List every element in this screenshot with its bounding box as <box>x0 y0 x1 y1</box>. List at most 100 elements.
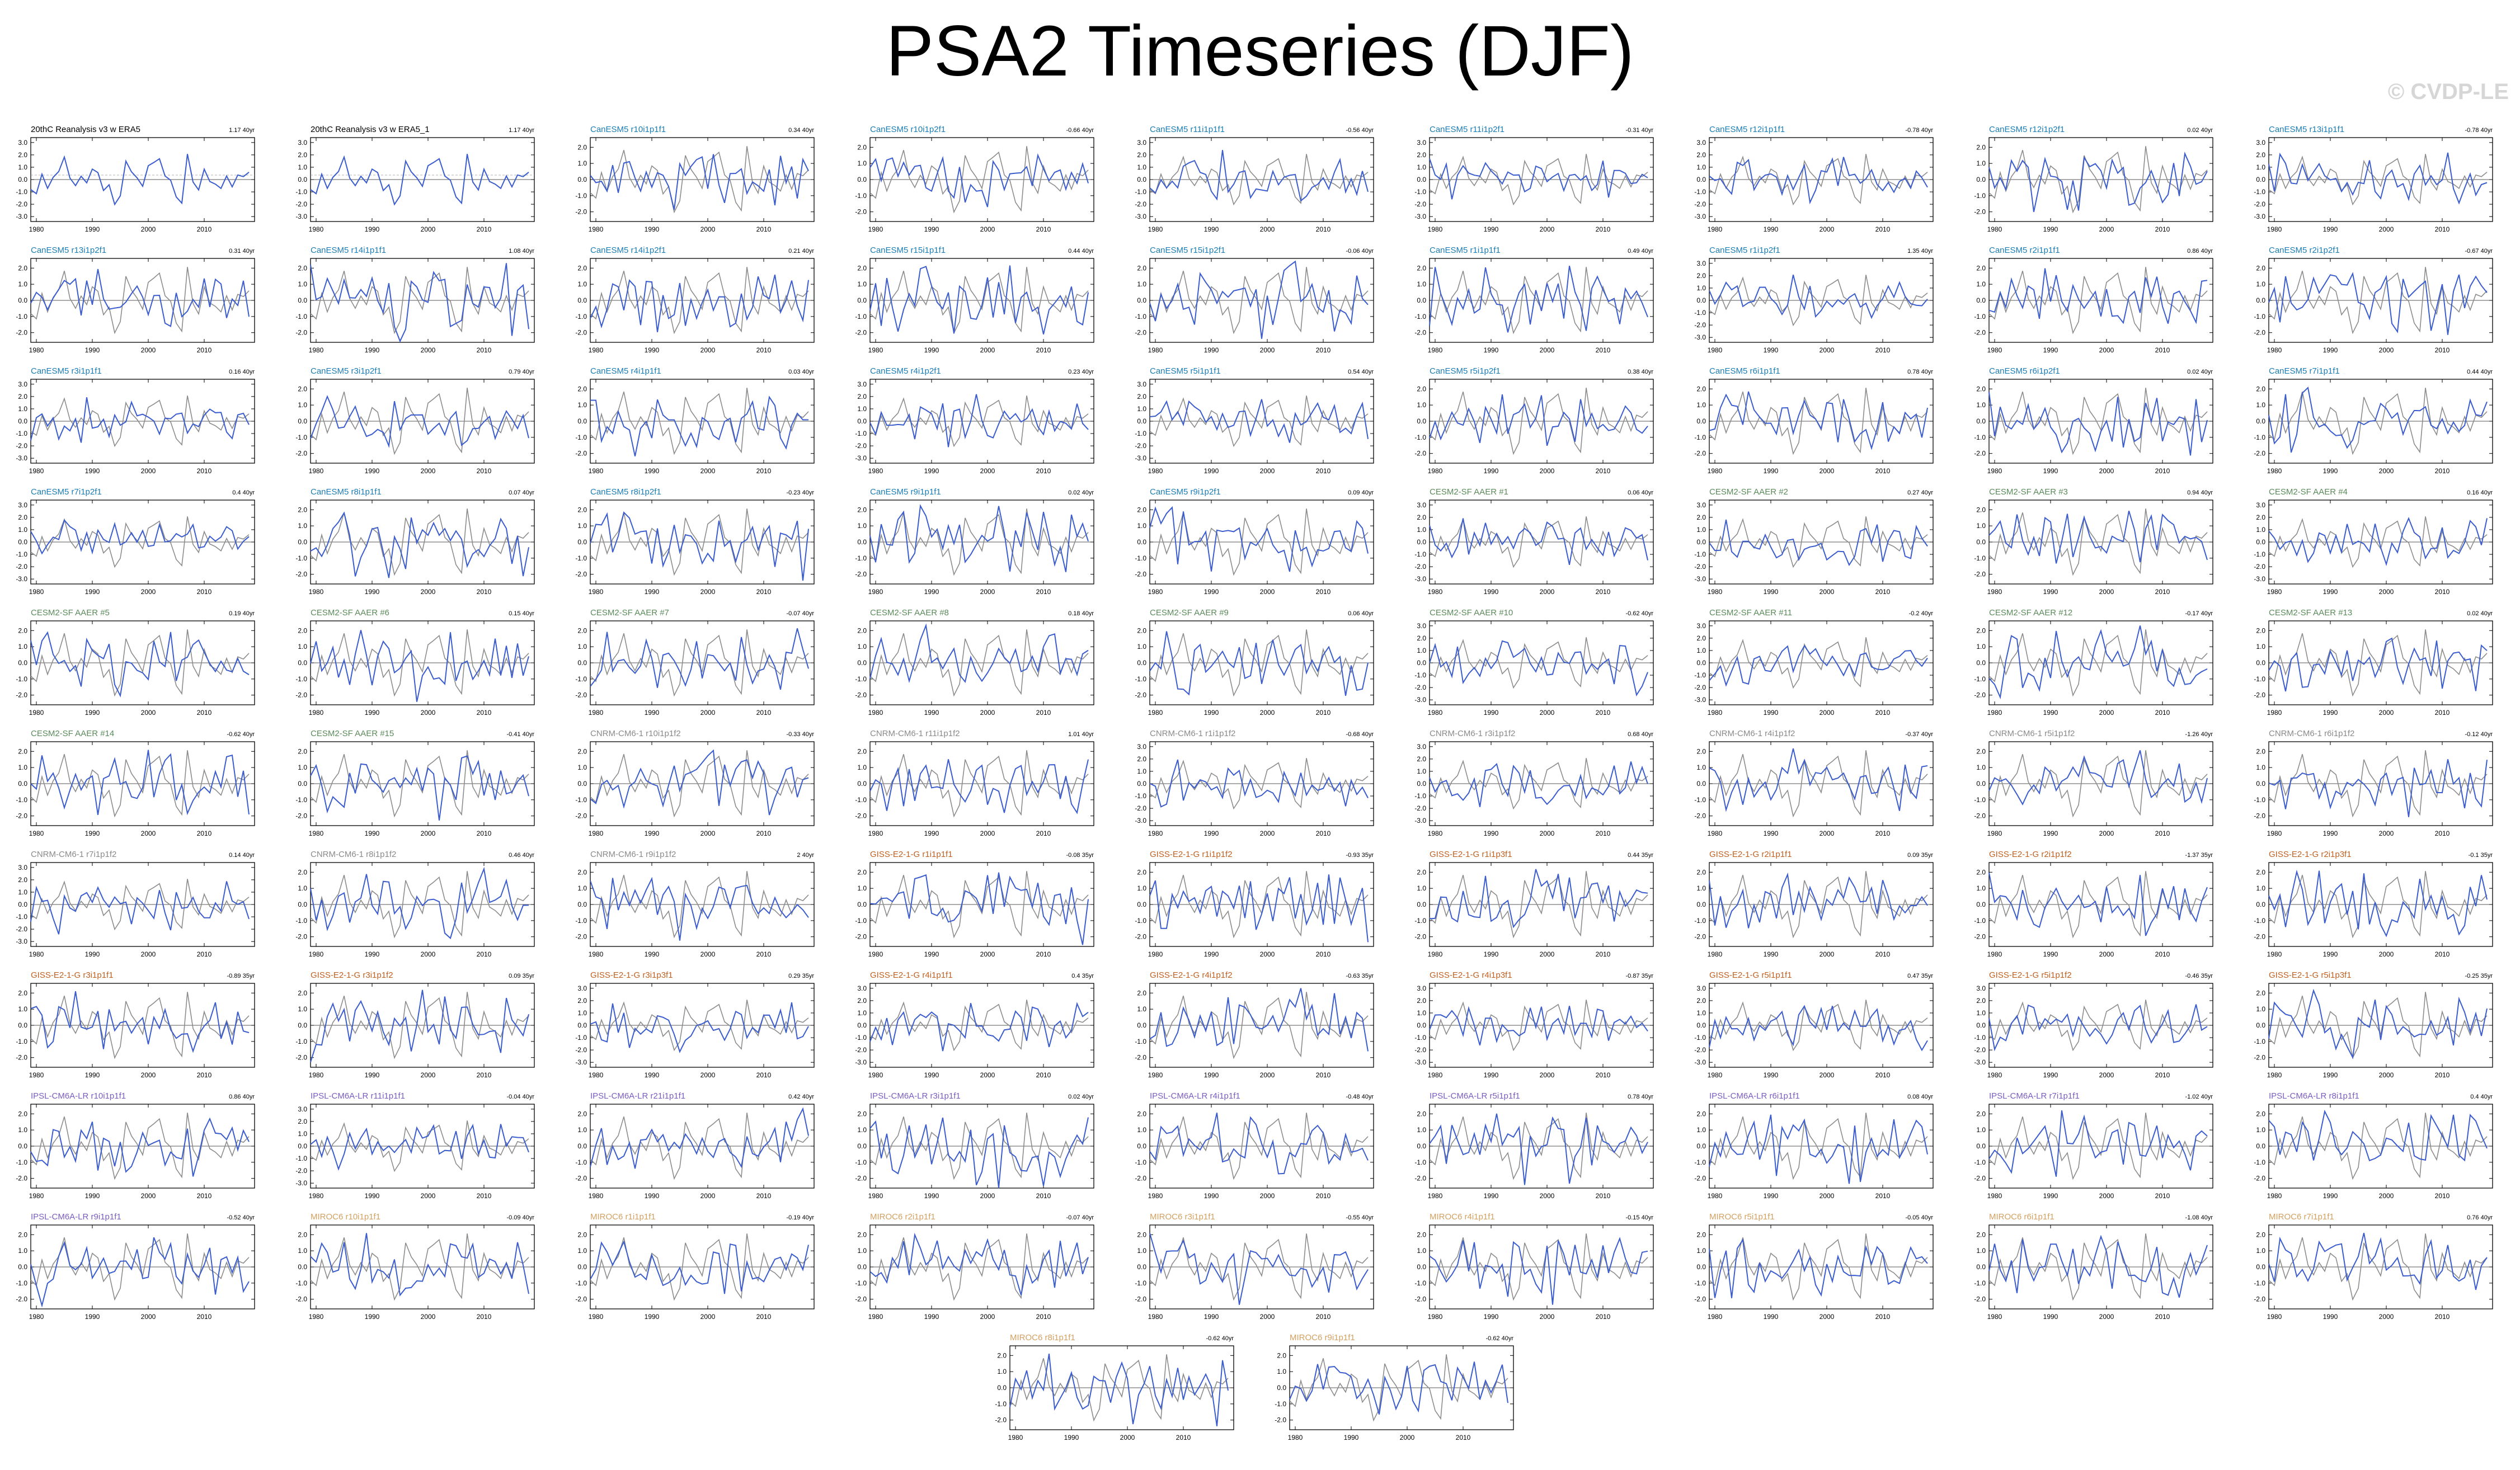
panel-trend: -0.78 40yr <box>2465 127 2493 134</box>
y-tick-label: -3.0 <box>1135 213 1146 220</box>
x-tick-label: 2000 <box>141 709 156 717</box>
panel-label: GISS-E2-1-G r3i1p1f2 <box>311 970 393 980</box>
y-tick-label: -2.0 <box>575 933 587 941</box>
panel-label: CanESM5 r13i1p2f1 <box>31 246 106 255</box>
x-tick-label: 1990 <box>1484 950 1499 958</box>
y-tick-label: -2.0 <box>1135 933 1146 941</box>
y-tick-label: -1.0 <box>1414 313 1426 321</box>
x-tick-label: 2000 <box>1820 709 1835 717</box>
x-tick-label: 1990 <box>1484 1192 1499 1200</box>
series-line <box>30 1237 250 1308</box>
series-line <box>1149 988 1369 1052</box>
panel-label: CNRM-CM6-1 r11i1p1f2 <box>870 729 960 738</box>
x-tick-label: 1990 <box>1764 1071 1779 1079</box>
y-tick-label: 1.0 <box>1696 764 1706 771</box>
x-tick-label: 2010 <box>1316 346 1331 354</box>
observed-series-line <box>590 1000 809 1052</box>
panel: CanESM5 r12i1p2f1 0.02 40yr 2.0 1.0 0.0 -1.0 -… <box>1974 125 2213 233</box>
y-tick-label: -1.0 <box>1974 434 1986 441</box>
x-tick-label: 1990 <box>85 225 100 233</box>
series-line <box>869 1002 1089 1052</box>
x-tick-label: 1980 <box>1987 950 2002 958</box>
series-line <box>869 265 1089 334</box>
y-tick-label: -1.0 <box>1694 188 1706 196</box>
observed-series-line <box>2268 750 2488 818</box>
x-tick-label: 1990 <box>85 588 100 596</box>
x-tick-label: 2000 <box>1540 1313 1555 1321</box>
y-tick-label: 0.0 <box>298 780 307 788</box>
y-tick-label: -2.0 <box>16 1175 27 1182</box>
y-tick-label: 3.0 <box>18 380 27 388</box>
x-tick-label: 1990 <box>1204 1313 1219 1321</box>
panel-label: CanESM5 r4i1p2f1 <box>870 366 941 376</box>
series-line <box>2268 869 2488 937</box>
x-tick-label: 1980 <box>2267 709 2282 717</box>
x-tick-label: 1980 <box>589 467 604 475</box>
x-tick-label: 1990 <box>2043 830 2058 837</box>
y-tick-label: 2.0 <box>857 626 867 634</box>
y-tick-label: 1.0 <box>1137 522 1146 530</box>
y-tick-label: 2.0 <box>1417 264 1426 272</box>
x-tick-label: 2000 <box>2379 588 2394 596</box>
y-tick-label: -1.0 <box>16 913 27 921</box>
x-tick-label: 2010 <box>756 225 772 233</box>
x-tick-label: 2000 <box>1540 1192 1555 1200</box>
y-tick-label: -2.0 <box>855 1295 867 1303</box>
y-tick-label: 1.0 <box>298 764 307 771</box>
panel-label: MIROC6 r10i1p1f1 <box>311 1212 380 1222</box>
y-tick-label: 1.0 <box>1976 884 1986 892</box>
x-tick-label: 1990 <box>1484 1313 1499 1321</box>
observed-series-line <box>310 1233 529 1301</box>
series-line <box>1149 1113 1369 1175</box>
y-tick-label: 2.0 <box>18 876 27 884</box>
series-line <box>869 153 1089 208</box>
series-line <box>869 394 1089 447</box>
y-tick-label: 0.0 <box>2256 176 2265 183</box>
x-tick-label: 1990 <box>924 1071 939 1079</box>
series-line <box>2268 272 2488 335</box>
x-tick-label: 2010 <box>2435 346 2450 354</box>
x-tick-label: 1980 <box>29 467 44 475</box>
series-line <box>1149 631 1369 696</box>
x-tick-label: 2000 <box>2099 1313 2114 1321</box>
y-tick-label: 2.0 <box>1277 1351 1286 1359</box>
panel-label: CESM2-SF AAER #9 <box>1150 608 1229 618</box>
panel: CNRM-CM6-1 r7i1p1f2 0.14 40yr 3.0 2.0 1.0 0.0… <box>16 850 255 958</box>
observed-series-line <box>869 750 1089 818</box>
y-tick-label: -1.0 <box>855 313 867 321</box>
y-tick-label: 0.0 <box>857 417 867 425</box>
observed-series-line <box>1149 871 1369 939</box>
x-tick-label: 2010 <box>2435 830 2450 837</box>
panel-label: CESM2-SF AAER #1 <box>1430 487 1508 497</box>
series-line <box>310 990 529 1063</box>
y-tick-label: 2.0 <box>298 868 307 876</box>
series-line <box>1149 399 1369 443</box>
y-tick-label: -2.0 <box>1694 450 1706 458</box>
x-tick-label: 2010 <box>1316 588 1331 596</box>
series-line <box>1988 1004 2208 1052</box>
y-tick-label: 1.0 <box>857 643 867 651</box>
x-tick-label: 1990 <box>924 709 939 717</box>
x-tick-label: 2000 <box>2099 1071 2114 1079</box>
x-tick-label: 1980 <box>1428 588 1443 596</box>
series-line <box>310 395 529 448</box>
x-tick-label: 1990 <box>2323 830 2338 837</box>
observed-series-line <box>310 871 529 939</box>
panel-trend: 0.68 40yr <box>1628 731 1653 738</box>
y-tick-label: -1.0 <box>1974 796 1986 804</box>
x-tick-label: 1990 <box>365 950 380 958</box>
panel-trend: 0.44 35yr <box>1628 852 1653 859</box>
y-tick-label: -3.0 <box>1414 213 1426 220</box>
x-tick-label: 2010 <box>2155 709 2170 717</box>
panel-label: CESM2-SF AAER #11 <box>1709 608 1792 618</box>
y-tick-label: 0.0 <box>1696 538 1706 546</box>
series-line <box>590 274 809 332</box>
panel: CESM2-SF AAER #13 0.02 40yr 2.0 1.0 0.0 -1.0 -… <box>2254 608 2493 717</box>
y-tick-label: 1.0 <box>18 163 27 171</box>
panel-trend: -0.89 35yr <box>227 973 255 979</box>
y-tick-label: 3.0 <box>18 139 27 147</box>
y-tick-label: -2.0 <box>1974 691 1986 699</box>
y-tick-label: 2.0 <box>577 1110 587 1118</box>
y-tick-label: 1.0 <box>1976 1247 1986 1255</box>
panel: IPSL-CM6A-LR r5i1p1f1 0.78 40yr 2.0 1.0 0.0 -… <box>1414 1091 1654 1200</box>
